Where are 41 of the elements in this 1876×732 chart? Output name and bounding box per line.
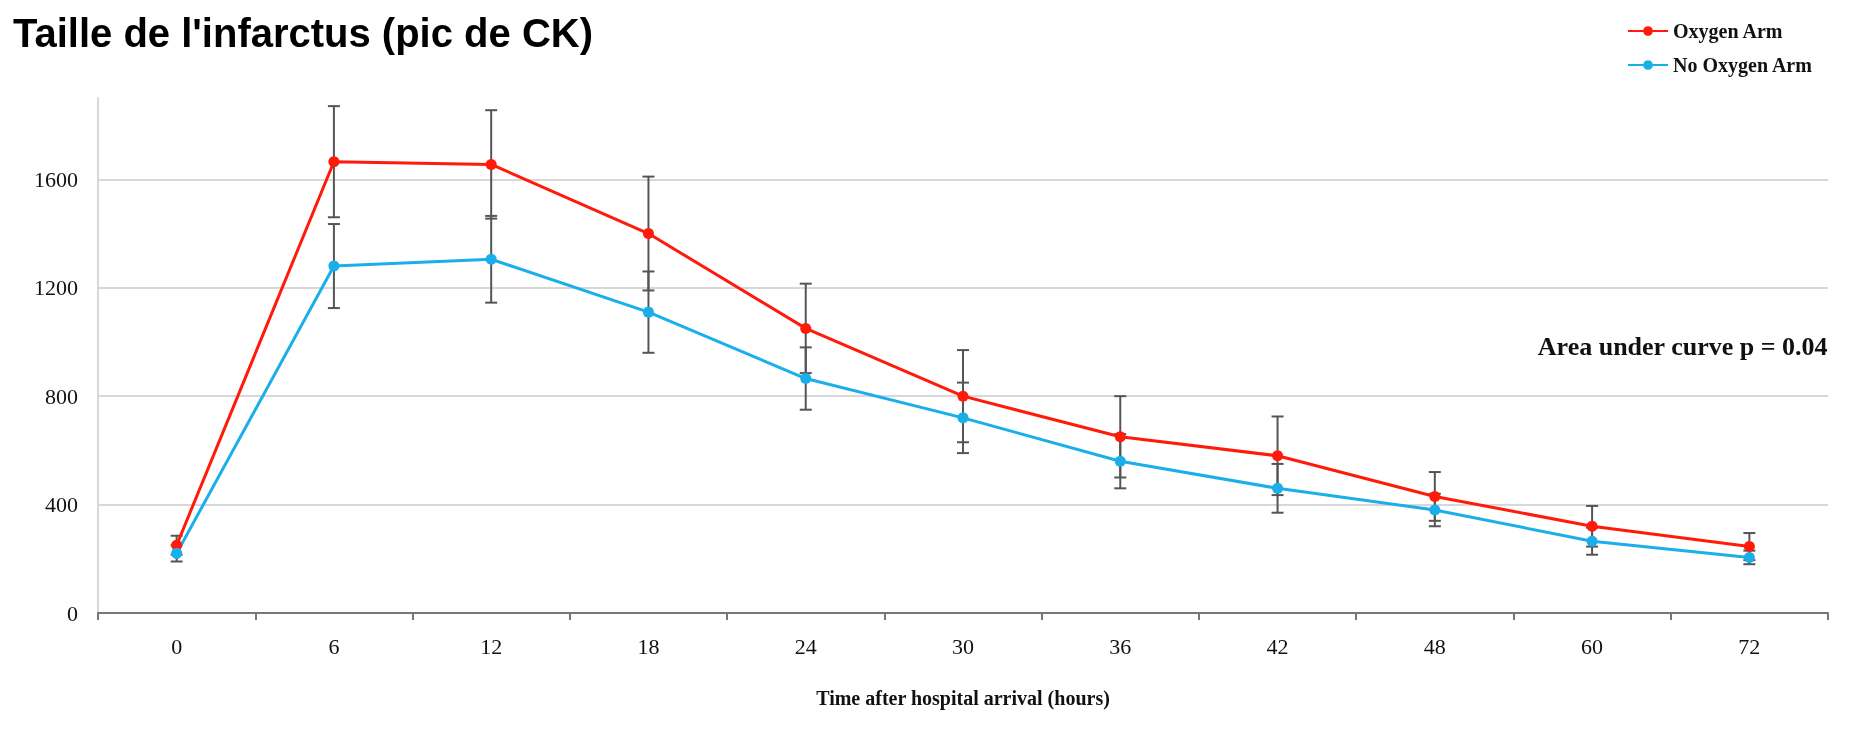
x-tick-label: 24 bbox=[794, 633, 817, 659]
point bbox=[328, 156, 340, 168]
x-tick-label: 18 bbox=[637, 633, 660, 659]
x-axis-title: Time after hospital arrival (hours) bbox=[816, 687, 1110, 710]
point bbox=[485, 158, 497, 170]
legend-label: No Oxygen Arm bbox=[1673, 54, 1813, 77]
point bbox=[1272, 482, 1284, 494]
point bbox=[171, 547, 183, 559]
x-tick-label: 36 bbox=[1109, 633, 1132, 659]
point bbox=[1114, 455, 1126, 467]
point bbox=[957, 390, 969, 402]
x-tick-label: 0 bbox=[171, 633, 183, 659]
y-tick-label: 0 bbox=[67, 600, 78, 626]
point bbox=[642, 306, 654, 318]
x-tick-label: 30 bbox=[952, 633, 974, 659]
point bbox=[1586, 520, 1598, 532]
legend-label: Oxygen Arm bbox=[1673, 20, 1783, 43]
point bbox=[1114, 431, 1126, 443]
chart-title: Taille de l'infarctus (pic de CK) bbox=[13, 11, 593, 55]
y-tick-label: 800 bbox=[45, 383, 78, 409]
point bbox=[1272, 450, 1284, 462]
point bbox=[1429, 504, 1441, 516]
point bbox=[1429, 490, 1441, 502]
x-tick-label: 48 bbox=[1423, 633, 1446, 659]
point bbox=[1743, 541, 1755, 553]
x-tick-label: 42 bbox=[1266, 633, 1289, 659]
y-tick-label: 400 bbox=[45, 492, 78, 518]
x-tick-label: 72 bbox=[1738, 633, 1761, 659]
y-tick-label: 1200 bbox=[34, 275, 78, 301]
point bbox=[800, 373, 812, 385]
point bbox=[485, 253, 497, 265]
annotation: Area under curve p = 0.04 bbox=[1537, 331, 1828, 361]
point bbox=[642, 228, 654, 240]
point bbox=[800, 322, 812, 334]
x-tick-label: 6 bbox=[328, 633, 340, 659]
x-tick-label: 60 bbox=[1581, 633, 1604, 659]
y-tick-label: 1600 bbox=[34, 166, 78, 192]
point bbox=[1586, 535, 1598, 547]
point bbox=[957, 412, 969, 424]
x-tick-label: 12 bbox=[480, 633, 503, 659]
point bbox=[328, 260, 340, 272]
